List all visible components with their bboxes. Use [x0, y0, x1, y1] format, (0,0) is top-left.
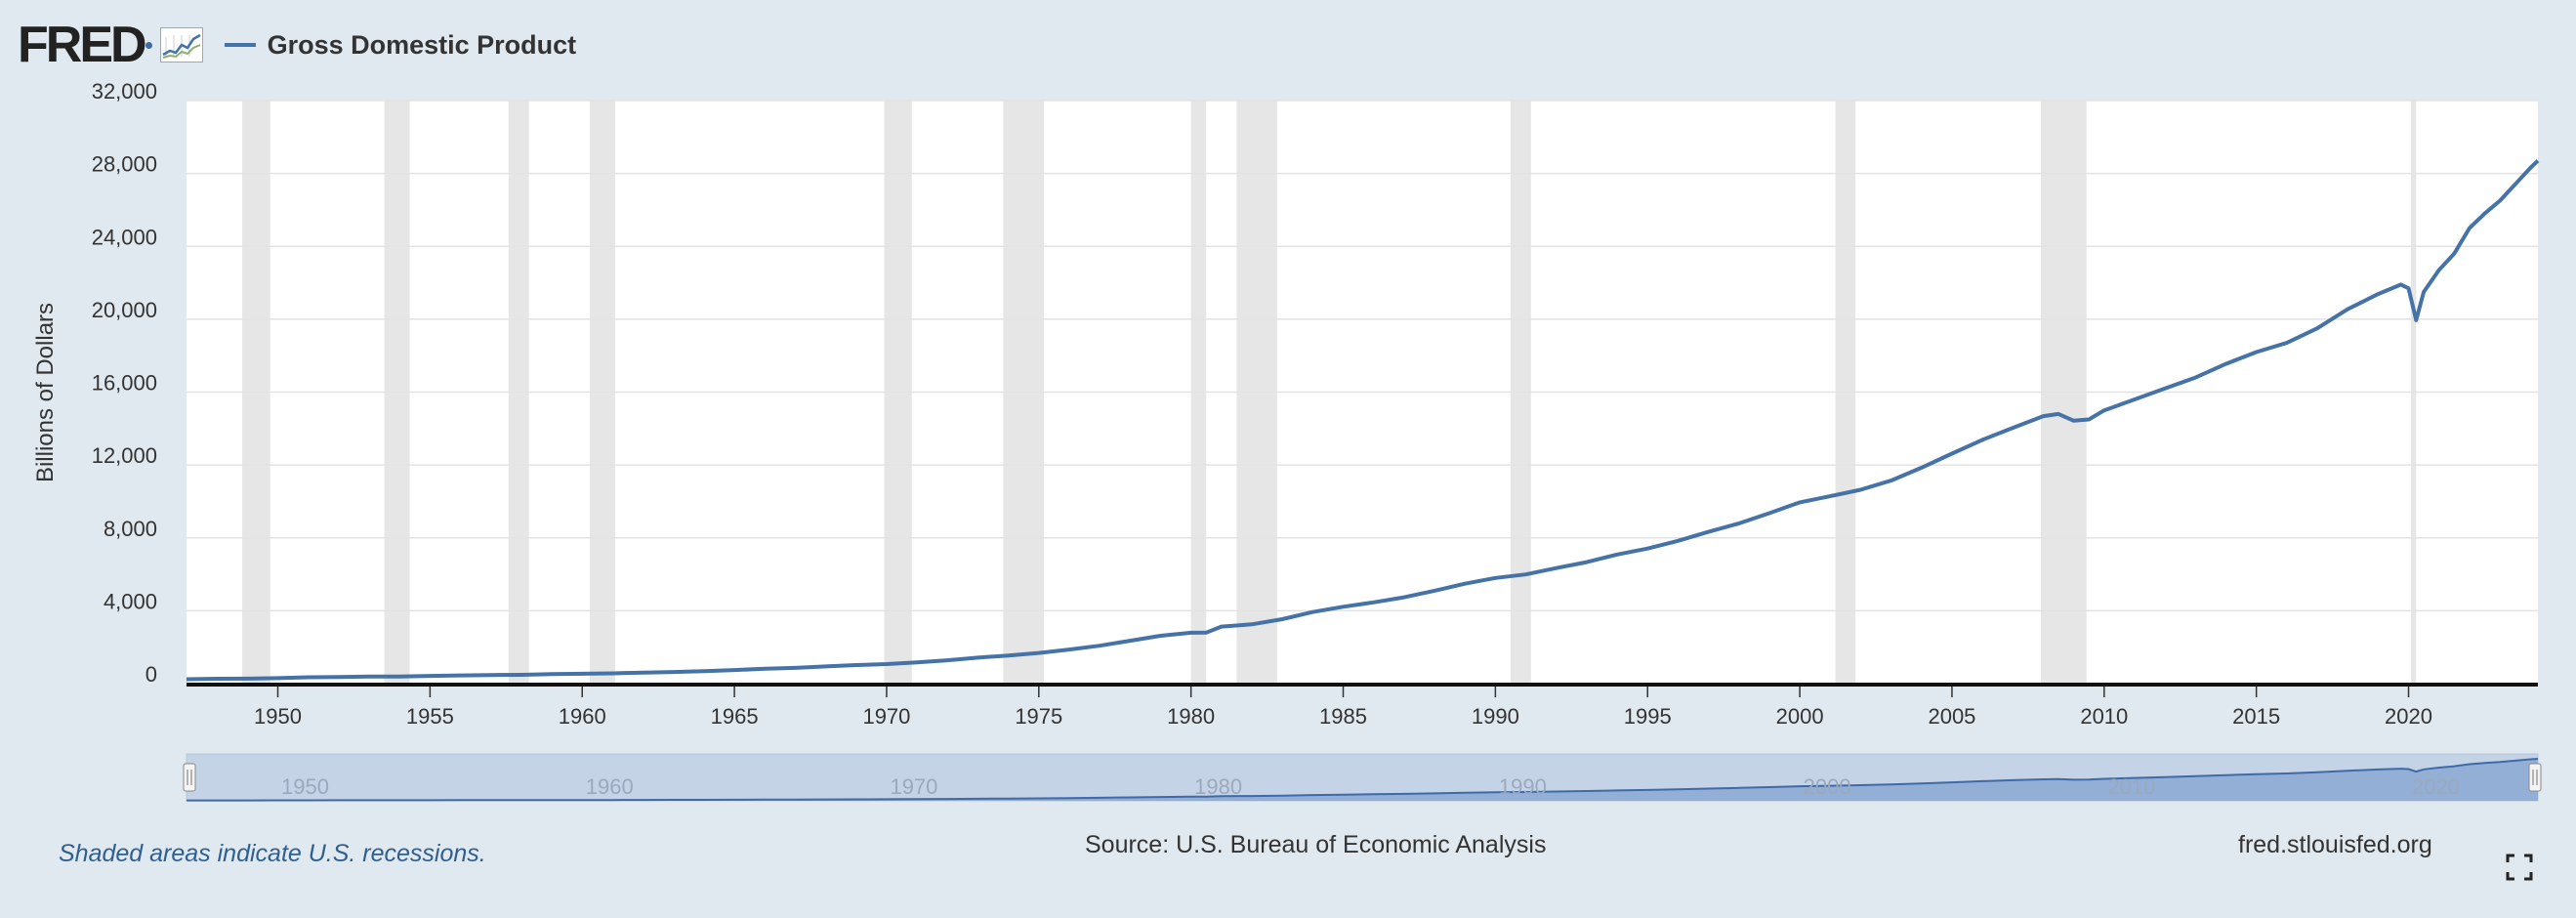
navigator-handle	[183, 763, 196, 792]
chart-header: FRED Gross Domestic Product	[18, 16, 576, 74]
navigator-area	[187, 759, 2538, 801]
y-tick-label: 4,000	[104, 589, 157, 613]
navigator-tick-label: 2000	[1804, 774, 1851, 799]
series-line	[186, 159, 2540, 682]
source-text: Source: U.S. Bureau of Economic Analysis	[1085, 831, 1547, 858]
y-tick-label: 32,000	[92, 79, 157, 104]
navigator-tick-label: 1970	[890, 774, 937, 799]
navigator-tick-label: 1960	[586, 774, 634, 799]
legend-swatch	[224, 43, 256, 47]
navigator-tick-label: 1950	[281, 774, 329, 799]
x-tick-label: 2005	[1928, 704, 1975, 729]
x-tick-label: 1975	[1015, 704, 1062, 729]
x-tick-label: 1960	[559, 704, 606, 729]
legend-label: Gross Domestic Product	[267, 29, 577, 60]
y-axis-label: Billions of Dollars	[32, 303, 59, 482]
x-tick-label: 2010	[2080, 704, 2128, 729]
y-tick-label: 16,000	[92, 371, 157, 396]
legend[interactable]: Gross Domestic Product	[224, 29, 577, 61]
recession-note: Shaded areas indicate U.S. recessions.	[59, 840, 486, 867]
fred-logo[interactable]: FRED	[18, 17, 147, 73]
y-tick-label: 12,000	[92, 443, 157, 468]
x-tick-label: 2000	[1776, 704, 1824, 729]
chart[interactable]: 0 4,000 8,000 12,000 16,000 20,000 24,000 28,00…	[0, 0, 2576, 820]
y-tick-label: 8,000	[104, 517, 157, 541]
x-tick-label: 1980	[1167, 704, 1215, 729]
x-tick-label: 2015	[2232, 704, 2280, 729]
x-tick-label: 1995	[1624, 704, 1672, 729]
x-tick-label: 1950	[254, 704, 302, 729]
y-tick-label: 0	[145, 662, 157, 687]
navigator-tick-label: 2020	[2412, 774, 2460, 799]
x-tick-label: 1990	[1472, 704, 1519, 729]
navigator-line	[187, 758, 2539, 802]
logo-dot	[145, 41, 152, 49]
navigator-handle	[2528, 763, 2542, 792]
x-tick-label: 1970	[862, 704, 910, 729]
x-tick-label: 1965	[711, 704, 759, 729]
fullscreen-icon[interactable]	[2506, 854, 2533, 881]
y-tick-label: 24,000	[92, 225, 157, 249]
navigator-tick-label: 2010	[2107, 774, 2155, 799]
x-tick-label: 1985	[1319, 704, 1367, 729]
y-tick-label: 20,000	[92, 298, 157, 322]
site-link[interactable]: fred.stlouisfed.org	[2238, 831, 2432, 858]
navigator-tick-label: 1990	[1499, 774, 1547, 799]
x-tick-label: 2020	[2385, 704, 2432, 729]
x-tick-label: 1955	[406, 704, 454, 729]
navigator-tick-label: 1980	[1194, 774, 1242, 799]
y-tick-label: 28,000	[92, 152, 157, 177]
chart-line-icon	[159, 27, 203, 63]
